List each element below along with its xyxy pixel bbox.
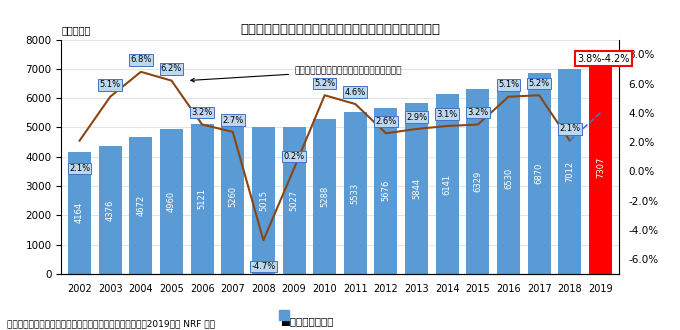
Text: 5844: 5844 (412, 178, 421, 199)
Bar (589, 60, 612, 274)
Bar (283, 127, 305, 274)
Bar (313, 119, 336, 274)
Text: 5.1%: 5.1% (498, 81, 519, 89)
Text: 出所：全米小売業協会のデータをもとに東洋証券作成　　2019年は NRF 予想: 出所：全米小売業協会のデータをもとに東洋証券作成 2019年は NRF 予想 (7, 319, 215, 328)
Text: 5676: 5676 (381, 180, 390, 202)
Text: 5.1%: 5.1% (100, 81, 121, 89)
Text: 6.2%: 6.2% (161, 64, 182, 73)
Text: ホリデーシーズンの売上高の変化率（右軸）: ホリデーシーズンの売上高の変化率（右軸） (191, 66, 402, 82)
Bar (375, 108, 397, 274)
Text: 3.2%: 3.2% (467, 108, 488, 117)
Title: 全米小売業協会の年末商戦売上げと前年比の推移と予渽: 全米小売業協会の年末商戦売上げと前年比の推移と予渽 (240, 23, 440, 36)
Text: 4960: 4960 (167, 191, 176, 212)
Bar (528, 73, 551, 274)
Bar (129, 137, 152, 274)
Text: 4164: 4164 (75, 202, 84, 223)
Text: 7012: 7012 (565, 161, 575, 182)
Text: 5027: 5027 (290, 190, 299, 211)
Bar (160, 129, 183, 274)
Bar (252, 127, 275, 274)
Text: ■売上高（左軸）: ■売上高（左軸） (279, 316, 333, 326)
Text: 2.1%: 2.1% (69, 164, 90, 173)
Text: 6141: 6141 (443, 173, 452, 195)
Text: 5.2%: 5.2% (314, 79, 335, 88)
Text: 4672: 4672 (137, 195, 146, 216)
Text: 2.1%: 2.1% (559, 124, 580, 133)
Bar (190, 124, 214, 274)
Text: 3.8%-4.2%: 3.8%-4.2% (577, 54, 630, 64)
Text: 0.2%: 0.2% (284, 152, 305, 161)
Text: 4.6%: 4.6% (345, 88, 366, 97)
Text: 5121: 5121 (198, 188, 207, 210)
Text: 7307: 7307 (596, 156, 605, 178)
Text: 6870: 6870 (534, 163, 543, 184)
Text: 5260: 5260 (228, 186, 237, 208)
Text: 2.9%: 2.9% (406, 113, 427, 121)
Text: 4376: 4376 (105, 199, 115, 220)
Text: -4.7%: -4.7% (252, 262, 275, 271)
Bar (497, 82, 520, 274)
Text: 5288: 5288 (320, 186, 329, 207)
Bar (344, 112, 367, 274)
Bar (466, 88, 490, 274)
Text: 6530: 6530 (504, 168, 513, 189)
Text: 5015: 5015 (259, 190, 268, 211)
Bar (221, 120, 244, 274)
Text: 3.2%: 3.2% (192, 108, 213, 117)
Text: 3.1%: 3.1% (437, 110, 458, 119)
Text: 6329: 6329 (473, 171, 482, 192)
Text: 5533: 5533 (351, 182, 360, 204)
Text: 5.2%: 5.2% (528, 79, 549, 88)
Bar (405, 103, 428, 274)
Bar (558, 69, 581, 274)
Text: 6.8%: 6.8% (130, 55, 152, 64)
Text: 2.7%: 2.7% (222, 115, 243, 124)
Text: （億ドル）: （億ドル） (61, 25, 90, 35)
Bar (68, 152, 91, 274)
Bar (99, 146, 122, 274)
Text: 2.6%: 2.6% (375, 117, 396, 126)
Bar (436, 94, 459, 274)
